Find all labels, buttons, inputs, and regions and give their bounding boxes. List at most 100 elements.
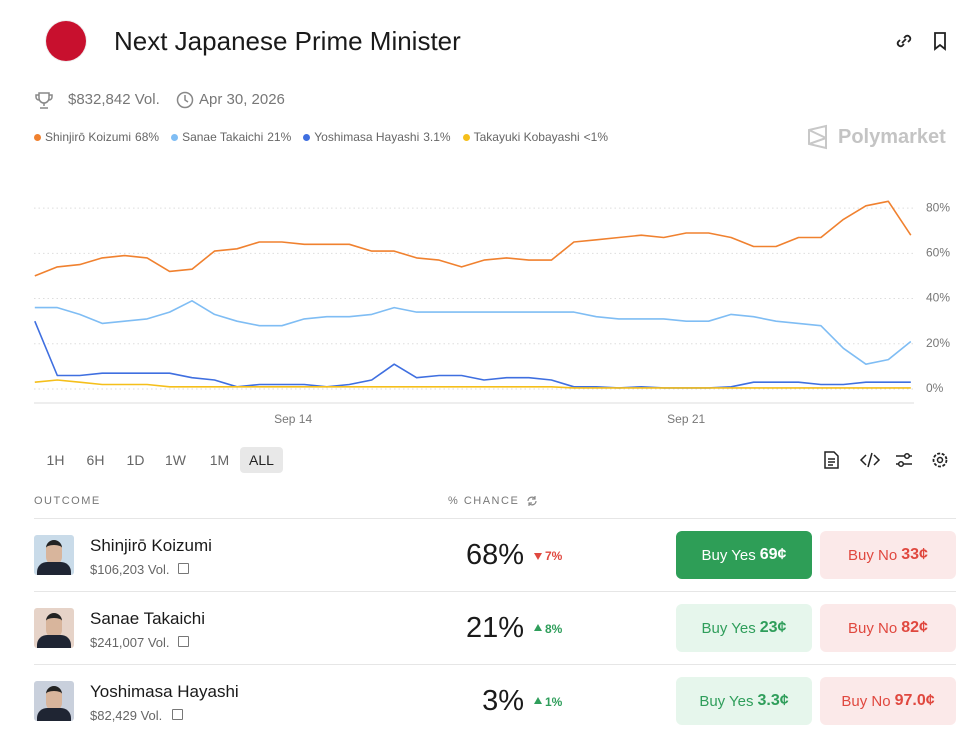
legend: Shinjirō Koizumi 68% Sanae Takaichi 21% Yosh… xyxy=(34,130,608,144)
brand-logo xyxy=(808,124,827,150)
link-icon[interactable] xyxy=(894,31,914,51)
range-button[interactable]: 1W xyxy=(165,452,186,468)
outcome-name: Yoshimasa Hayashi xyxy=(90,682,239,701)
chance: 3% xyxy=(482,685,524,717)
gift-icon xyxy=(172,709,183,720)
buy-no-button[interactable]: Buy No 82¢ xyxy=(820,604,956,652)
settings-icon[interactable] xyxy=(932,452,948,468)
toolbar xyxy=(824,451,948,469)
legend-value: 68% xyxy=(135,130,160,144)
outcome-row: Sanae Takaichi $241,007 Vol. 21% 8% Buy Yes 2… xyxy=(34,591,956,665)
outcome-name: Shinjirō Koizumi xyxy=(90,536,212,555)
legend-name: Takayuki Kobayashi xyxy=(473,130,580,144)
embed-icon[interactable] xyxy=(859,452,881,468)
flag xyxy=(46,21,86,61)
no-price: 82¢ xyxy=(901,619,928,636)
legend-dot xyxy=(303,133,311,141)
yes-price: 69¢ xyxy=(759,546,787,563)
header-chance: % CHANCE xyxy=(448,495,520,507)
gift-icon xyxy=(178,636,189,647)
avatar xyxy=(34,608,74,648)
avatar-head xyxy=(46,613,62,638)
change-arrow xyxy=(534,697,542,704)
buy-yes-button[interactable]: Buy Yes 69¢ xyxy=(676,531,812,579)
legend-dot xyxy=(462,133,470,141)
chance: 68% xyxy=(465,539,524,571)
brand: Polymarket xyxy=(838,126,946,148)
avatar-head xyxy=(46,686,62,711)
no-price: 33¢ xyxy=(901,546,928,563)
avatar xyxy=(34,535,74,575)
buy-yes-label: Buy Yes xyxy=(701,619,756,637)
line-series xyxy=(34,379,911,389)
legend-item: Takayuki Kobayashi <1% xyxy=(462,130,609,144)
line-series xyxy=(34,320,911,389)
legend-dot xyxy=(171,133,179,141)
doc-icon[interactable] xyxy=(824,451,839,469)
buy-yes-button[interactable]: Buy Yes 3.3¢ xyxy=(676,677,812,725)
legend-name: Shinjirō Koizumi xyxy=(45,130,132,144)
legend-dot xyxy=(34,133,41,141)
chance: 21% xyxy=(465,612,524,644)
buy-no-label: Buy No xyxy=(841,692,891,710)
line-series xyxy=(34,200,912,277)
yes-price: 23¢ xyxy=(759,619,787,636)
outcome-row: Shinjirō Koizumi $106,203 Vol. 68% 7% Buy Ye… xyxy=(34,518,956,592)
change: 8% xyxy=(545,622,563,636)
chart: 0% 20% 40% 60% 80% Sep 14 Sep 21 xyxy=(34,200,950,426)
legend-item: Shinjirō Koizumi 68% xyxy=(34,130,159,144)
buy-yes-label: Buy Yes xyxy=(699,692,754,710)
range-button[interactable]: ALL xyxy=(240,447,283,473)
change: 1% xyxy=(545,695,563,709)
avatar xyxy=(34,681,74,721)
y-tick-label: 40% xyxy=(926,291,950,305)
x-tick-label: Sep 14 xyxy=(274,412,312,426)
avatar-head xyxy=(46,540,62,565)
gift-icon xyxy=(178,563,189,574)
change: 7% xyxy=(545,549,563,563)
change-arrow xyxy=(534,624,542,631)
outcome-name: Sanae Takaichi xyxy=(90,609,205,628)
refresh-icon[interactable] xyxy=(526,495,538,507)
volume: $832,842 Vol. xyxy=(68,91,160,108)
title: Next Japanese Prime Minister xyxy=(114,26,461,56)
outcome-row: Yoshimasa Hayashi $82,429 Vol. 3% 1% Buy Yes… xyxy=(34,664,956,738)
range-button[interactable]: 6H xyxy=(86,452,105,468)
y-tick-label: 80% xyxy=(926,200,950,214)
buy-no-button[interactable]: Buy No 97.0¢ xyxy=(820,677,956,725)
bookmark-icon[interactable] xyxy=(930,31,950,51)
no-price: 97.0¢ xyxy=(894,692,935,709)
header-outcome: OUTCOME xyxy=(34,495,101,507)
range-button[interactable]: 1H xyxy=(46,452,65,468)
buy-yes-button[interactable]: Buy Yes 23¢ xyxy=(676,604,812,652)
legend-name: Sanae Takaichi xyxy=(182,130,264,144)
line-series xyxy=(34,300,912,365)
clock-icon xyxy=(176,91,194,109)
range-button[interactable]: 1M xyxy=(209,452,230,468)
y-tick-label: 20% xyxy=(926,336,950,350)
avatar-body xyxy=(37,635,71,648)
legend-item: Yoshimasa Hayashi 3.1% xyxy=(303,130,451,144)
buy-no-label: Buy No xyxy=(848,619,898,637)
trophy-icon xyxy=(35,92,53,109)
y-tick-label: 60% xyxy=(926,245,950,259)
range-button[interactable]: 1D xyxy=(126,452,145,468)
avatar-body xyxy=(37,562,71,575)
outcome-volume: $82,429 Vol. xyxy=(90,708,163,723)
buy-no-label: Buy No xyxy=(848,546,898,564)
end-date: Apr 30, 2026 xyxy=(199,91,285,108)
legend-value: 3.1% xyxy=(423,130,451,144)
yes-price: 3.3¢ xyxy=(757,692,789,709)
outcome-volume: $241,007 Vol. xyxy=(90,635,170,650)
legend-value: <1% xyxy=(583,130,609,144)
legend-item: Sanae Takaichi 21% xyxy=(171,130,291,144)
change-arrow xyxy=(534,553,542,560)
outcome-volume: $106,203 Vol. xyxy=(90,562,170,577)
buy-yes-label: Buy Yes xyxy=(701,546,756,564)
buy-no-button[interactable]: Buy No 33¢ xyxy=(820,531,956,579)
legend-name: Yoshimasa Hayashi xyxy=(314,130,420,144)
legend-value: 21% xyxy=(267,130,292,144)
x-tick-label: Sep 21 xyxy=(667,412,705,426)
y-tick-label: 0% xyxy=(926,381,944,395)
